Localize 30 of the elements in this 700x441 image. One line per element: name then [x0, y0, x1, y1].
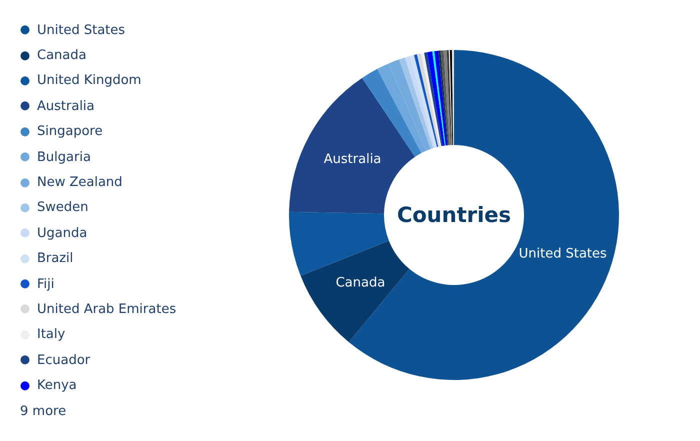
legend-label: Australia	[37, 98, 95, 114]
donut-slice	[444, 50, 451, 146]
legend-label: Sweden	[37, 200, 88, 216]
legend-label: United States	[37, 22, 126, 38]
legend-label: Ecuador	[37, 352, 90, 368]
legend-label: Fiji	[37, 276, 54, 292]
text: 9 more	[20, 403, 66, 418]
legend-label: New Zealand	[37, 174, 122, 190]
legend-label: Italy	[37, 327, 66, 342]
donut-slice	[377, 64, 426, 154]
donut-slice	[446, 50, 452, 146]
legend-label: Uganda	[37, 226, 88, 241]
data-label: United States	[518, 246, 608, 262]
donut-slice	[399, 57, 434, 149]
legend-label: United Kingdom	[37, 73, 142, 88]
legend-label: Brazil	[37, 251, 74, 266]
donut-slice	[289, 212, 389, 276]
data-label: Canada	[336, 275, 386, 290]
donut-slice	[427, 51, 445, 146]
legend-label: Bulgaria	[37, 150, 91, 165]
legend-label: Canada	[37, 48, 86, 63]
legend-label: Singapore	[37, 124, 103, 140]
data-label: Australia	[324, 152, 382, 168]
text: Countries	[396, 202, 512, 229]
donut-slice	[438, 50, 448, 146]
legend-label: Kenya	[37, 378, 77, 394]
donut-slice	[440, 50, 450, 146]
donut-slice	[300, 240, 410, 342]
donut-slice	[404, 56, 436, 148]
legend-label: United Arab Emirates	[37, 302, 176, 317]
